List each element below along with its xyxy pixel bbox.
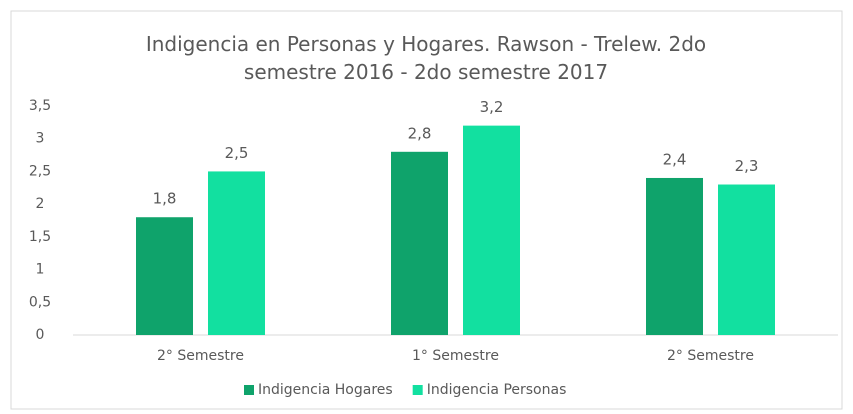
- chart-title: Indigencia en Personas y Hogares. Rawson…: [145, 32, 707, 84]
- value-label: 2,4: [663, 150, 687, 168]
- x-tick-label: 2° Semestre: [157, 348, 244, 364]
- bar: [646, 177, 703, 335]
- x-tick-label: 1° Semestre: [412, 348, 499, 364]
- y-tick-label: 0: [36, 327, 45, 343]
- y-tick-label: 2: [36, 196, 45, 212]
- bar: [463, 125, 520, 335]
- bar: [136, 217, 193, 335]
- legend-swatch: [412, 385, 423, 395]
- bar: [718, 184, 775, 335]
- x-tick-label: 2° Semestre: [667, 348, 754, 364]
- value-label: 2,8: [408, 124, 432, 142]
- value-label: 2,3: [735, 157, 759, 175]
- y-tick-label: 1: [36, 262, 45, 278]
- y-tick-label: 1,5: [29, 229, 51, 245]
- y-tick-label: 0,5: [29, 294, 51, 310]
- value-label: 2,5: [225, 144, 249, 162]
- chart-border: [10, 10, 843, 410]
- legend-swatch: [244, 385, 254, 395]
- legend-label: Indigencia Personas: [427, 382, 567, 398]
- legend-label: Indigencia Hogares: [258, 382, 393, 398]
- y-tick-label: 2,5: [29, 163, 51, 179]
- y-tick-label: 3: [36, 131, 45, 147]
- value-label: 1,8: [153, 190, 177, 208]
- y-tick-label: 3,5: [29, 98, 51, 114]
- bar: [391, 151, 448, 335]
- value-label: 3,2: [480, 98, 504, 116]
- bar: [208, 171, 265, 335]
